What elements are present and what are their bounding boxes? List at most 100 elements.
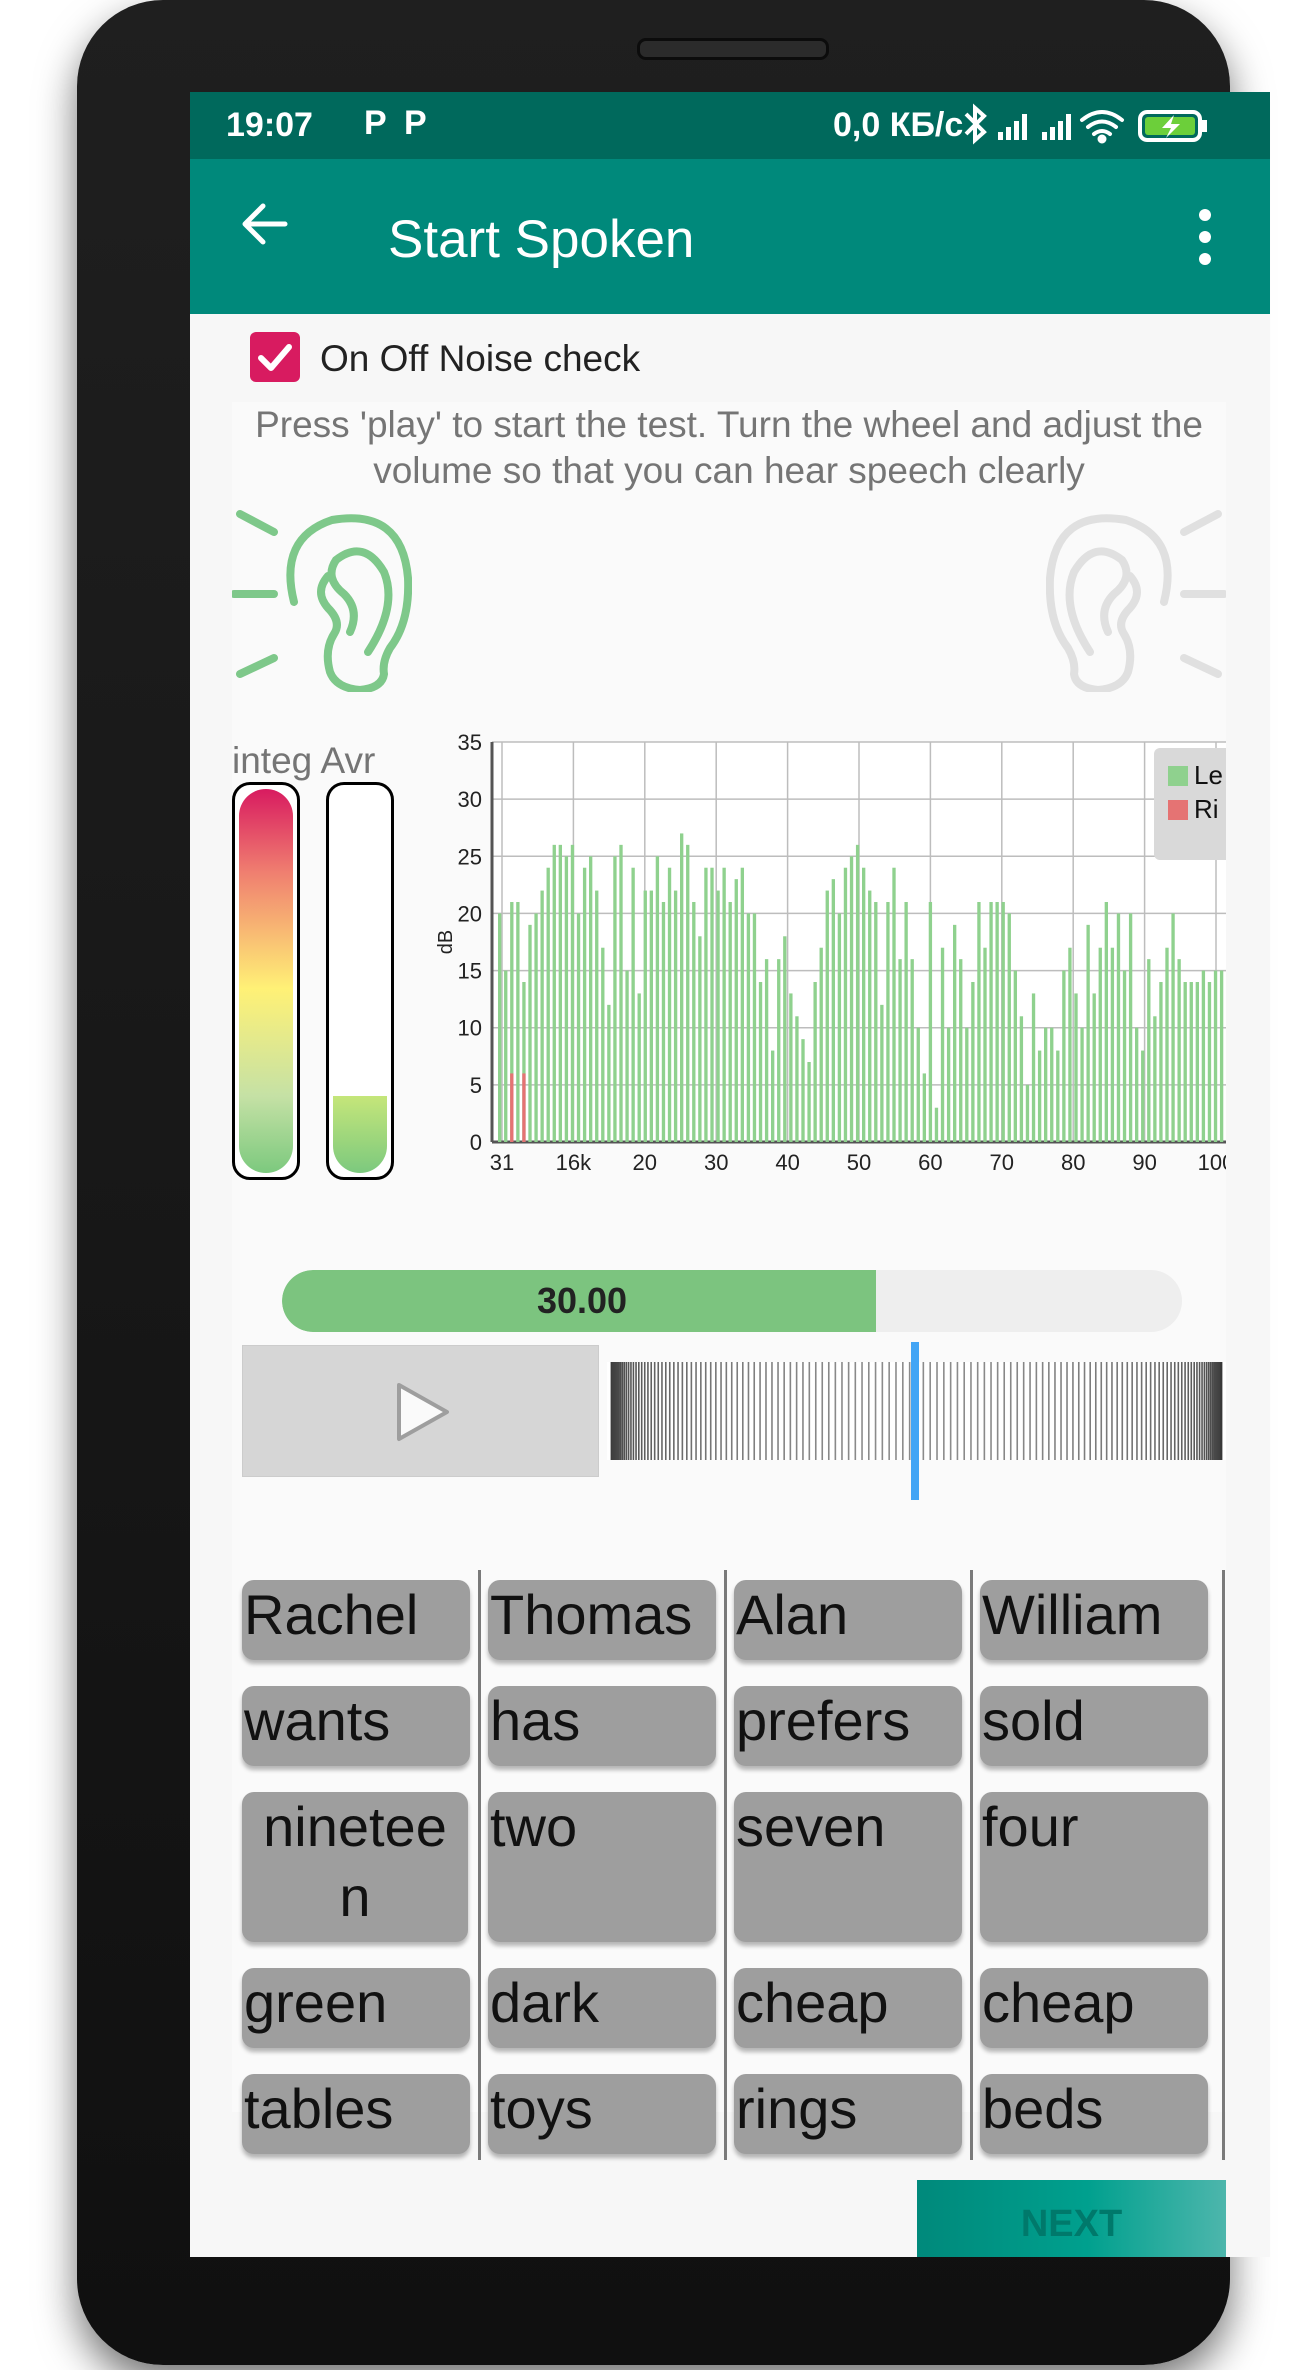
x-tick-label: 30 bbox=[704, 1150, 728, 1170]
bar-left bbox=[795, 1016, 799, 1142]
legend-swatch-right bbox=[1168, 800, 1188, 820]
bar-left bbox=[667, 867, 672, 1142]
bar-left bbox=[734, 879, 738, 1142]
noise-check-checkbox[interactable] bbox=[250, 332, 300, 382]
bar-left bbox=[977, 902, 981, 1142]
word-button[interactable]: two bbox=[488, 1792, 716, 1942]
more-vert-icon[interactable] bbox=[1197, 207, 1213, 267]
column-divider bbox=[724, 1570, 727, 2160]
bar-left bbox=[922, 1073, 927, 1142]
status-time: 19:07 bbox=[226, 106, 313, 144]
bar-left bbox=[1025, 1084, 1030, 1142]
word-button[interactable]: prefers bbox=[734, 1686, 962, 1766]
word-button[interactable]: four bbox=[980, 1792, 1208, 1942]
x-tick-label: 50 bbox=[847, 1150, 871, 1170]
bar-left bbox=[1098, 947, 1102, 1142]
page-title: Start Spoken bbox=[388, 210, 695, 269]
bar-left bbox=[643, 890, 647, 1142]
word-button[interactable]: has bbox=[488, 1686, 716, 1766]
avr-level-fill bbox=[333, 1096, 387, 1173]
bar-left bbox=[1201, 970, 1206, 1142]
bar-left bbox=[534, 913, 538, 1142]
bar-left bbox=[613, 856, 617, 1142]
next-button[interactable]: NEXT bbox=[917, 2180, 1226, 2257]
x-tick-label: 16k bbox=[556, 1150, 592, 1170]
network-speed: 0,0 КБ/с bbox=[833, 106, 964, 144]
word-button[interactable]: cheap bbox=[734, 1968, 962, 2048]
bar-left bbox=[819, 947, 823, 1142]
x-tick-label: 20 bbox=[633, 1150, 657, 1170]
bar-left bbox=[971, 982, 975, 1142]
app-bar: Start Spoken bbox=[190, 159, 1270, 314]
y-axis-label: dB bbox=[435, 930, 457, 954]
bar-left bbox=[607, 1004, 611, 1142]
word-button[interactable]: toys bbox=[488, 2074, 716, 2154]
bar-right bbox=[510, 1073, 514, 1142]
word-button[interactable]: beds bbox=[980, 2074, 1208, 2154]
bar-left bbox=[1195, 982, 1200, 1142]
right-ear-icon[interactable] bbox=[1046, 502, 1226, 692]
bar-left bbox=[1074, 993, 1078, 1142]
y-tick-label: 30 bbox=[458, 787, 482, 812]
bar-left bbox=[589, 856, 593, 1142]
meter-label: integ Avr bbox=[232, 740, 376, 781]
bar-left bbox=[849, 856, 854, 1142]
bar-left bbox=[892, 867, 896, 1142]
play-button[interactable] bbox=[242, 1345, 599, 1477]
bar-left bbox=[807, 1062, 811, 1142]
arrow-left-icon[interactable] bbox=[235, 194, 295, 254]
word-button[interactable]: rings bbox=[734, 2074, 962, 2154]
word-button[interactable]: cheap bbox=[980, 1968, 1208, 2048]
bar-left bbox=[710, 867, 714, 1142]
bar-left bbox=[631, 867, 635, 1142]
word-button[interactable]: Alan bbox=[734, 1580, 962, 1660]
bar-left bbox=[637, 993, 641, 1142]
word-button[interactable]: green bbox=[242, 1968, 470, 2048]
bar-left bbox=[777, 959, 781, 1142]
bar-left bbox=[1207, 982, 1212, 1142]
bar-left bbox=[522, 982, 526, 1142]
left-ear-icon[interactable] bbox=[232, 502, 412, 692]
volume-slider[interactable]: 30.00 bbox=[282, 1270, 1182, 1332]
word-button[interactable]: Thomas bbox=[488, 1580, 716, 1660]
parking-icon: P bbox=[404, 104, 427, 142]
legend-label-right: Ri bbox=[1194, 794, 1219, 824]
bar-left bbox=[758, 982, 763, 1142]
avr-level-meter bbox=[326, 782, 394, 1180]
word-button[interactable]: William bbox=[980, 1580, 1208, 1660]
bar-left bbox=[686, 844, 690, 1142]
word-button[interactable]: sold bbox=[980, 1686, 1208, 1766]
x-tick-label: 60 bbox=[918, 1150, 942, 1170]
bar-left bbox=[916, 1027, 920, 1142]
word-button[interactable]: ninetee n bbox=[242, 1792, 468, 1942]
bar-left bbox=[862, 867, 866, 1142]
bar-left bbox=[540, 890, 544, 1142]
word-button[interactable]: seven bbox=[734, 1792, 962, 1942]
x-tick-label: 31 bbox=[490, 1150, 514, 1170]
volume-wheel[interactable] bbox=[607, 1332, 1226, 1500]
battery-icon bbox=[1138, 110, 1207, 142]
word-button[interactable]: dark bbox=[488, 1968, 716, 2048]
signal-icon bbox=[998, 114, 1027, 140]
parking-icon: P bbox=[364, 104, 387, 142]
bar-left bbox=[1086, 924, 1090, 1142]
bar-left bbox=[843, 867, 848, 1142]
bar-left bbox=[601, 947, 605, 1142]
word-button[interactable]: wants bbox=[242, 1686, 470, 1766]
bar-left bbox=[789, 993, 793, 1142]
bar-left bbox=[661, 902, 666, 1142]
y-tick-label: 20 bbox=[458, 901, 482, 926]
play-icon bbox=[397, 1383, 449, 1441]
bar-left bbox=[570, 844, 575, 1142]
column-divider bbox=[1222, 1570, 1225, 2160]
bar-left bbox=[831, 879, 836, 1142]
bar-right bbox=[522, 1073, 526, 1142]
word-button[interactable]: tables bbox=[242, 2074, 470, 2154]
word-button[interactable]: Rachel bbox=[242, 1580, 470, 1660]
bar-left bbox=[552, 844, 556, 1142]
bar-left bbox=[516, 902, 520, 1142]
bar-left bbox=[989, 902, 993, 1142]
bar-left bbox=[934, 1107, 939, 1142]
bar-left bbox=[1044, 1027, 1048, 1142]
bar-left bbox=[959, 959, 963, 1142]
